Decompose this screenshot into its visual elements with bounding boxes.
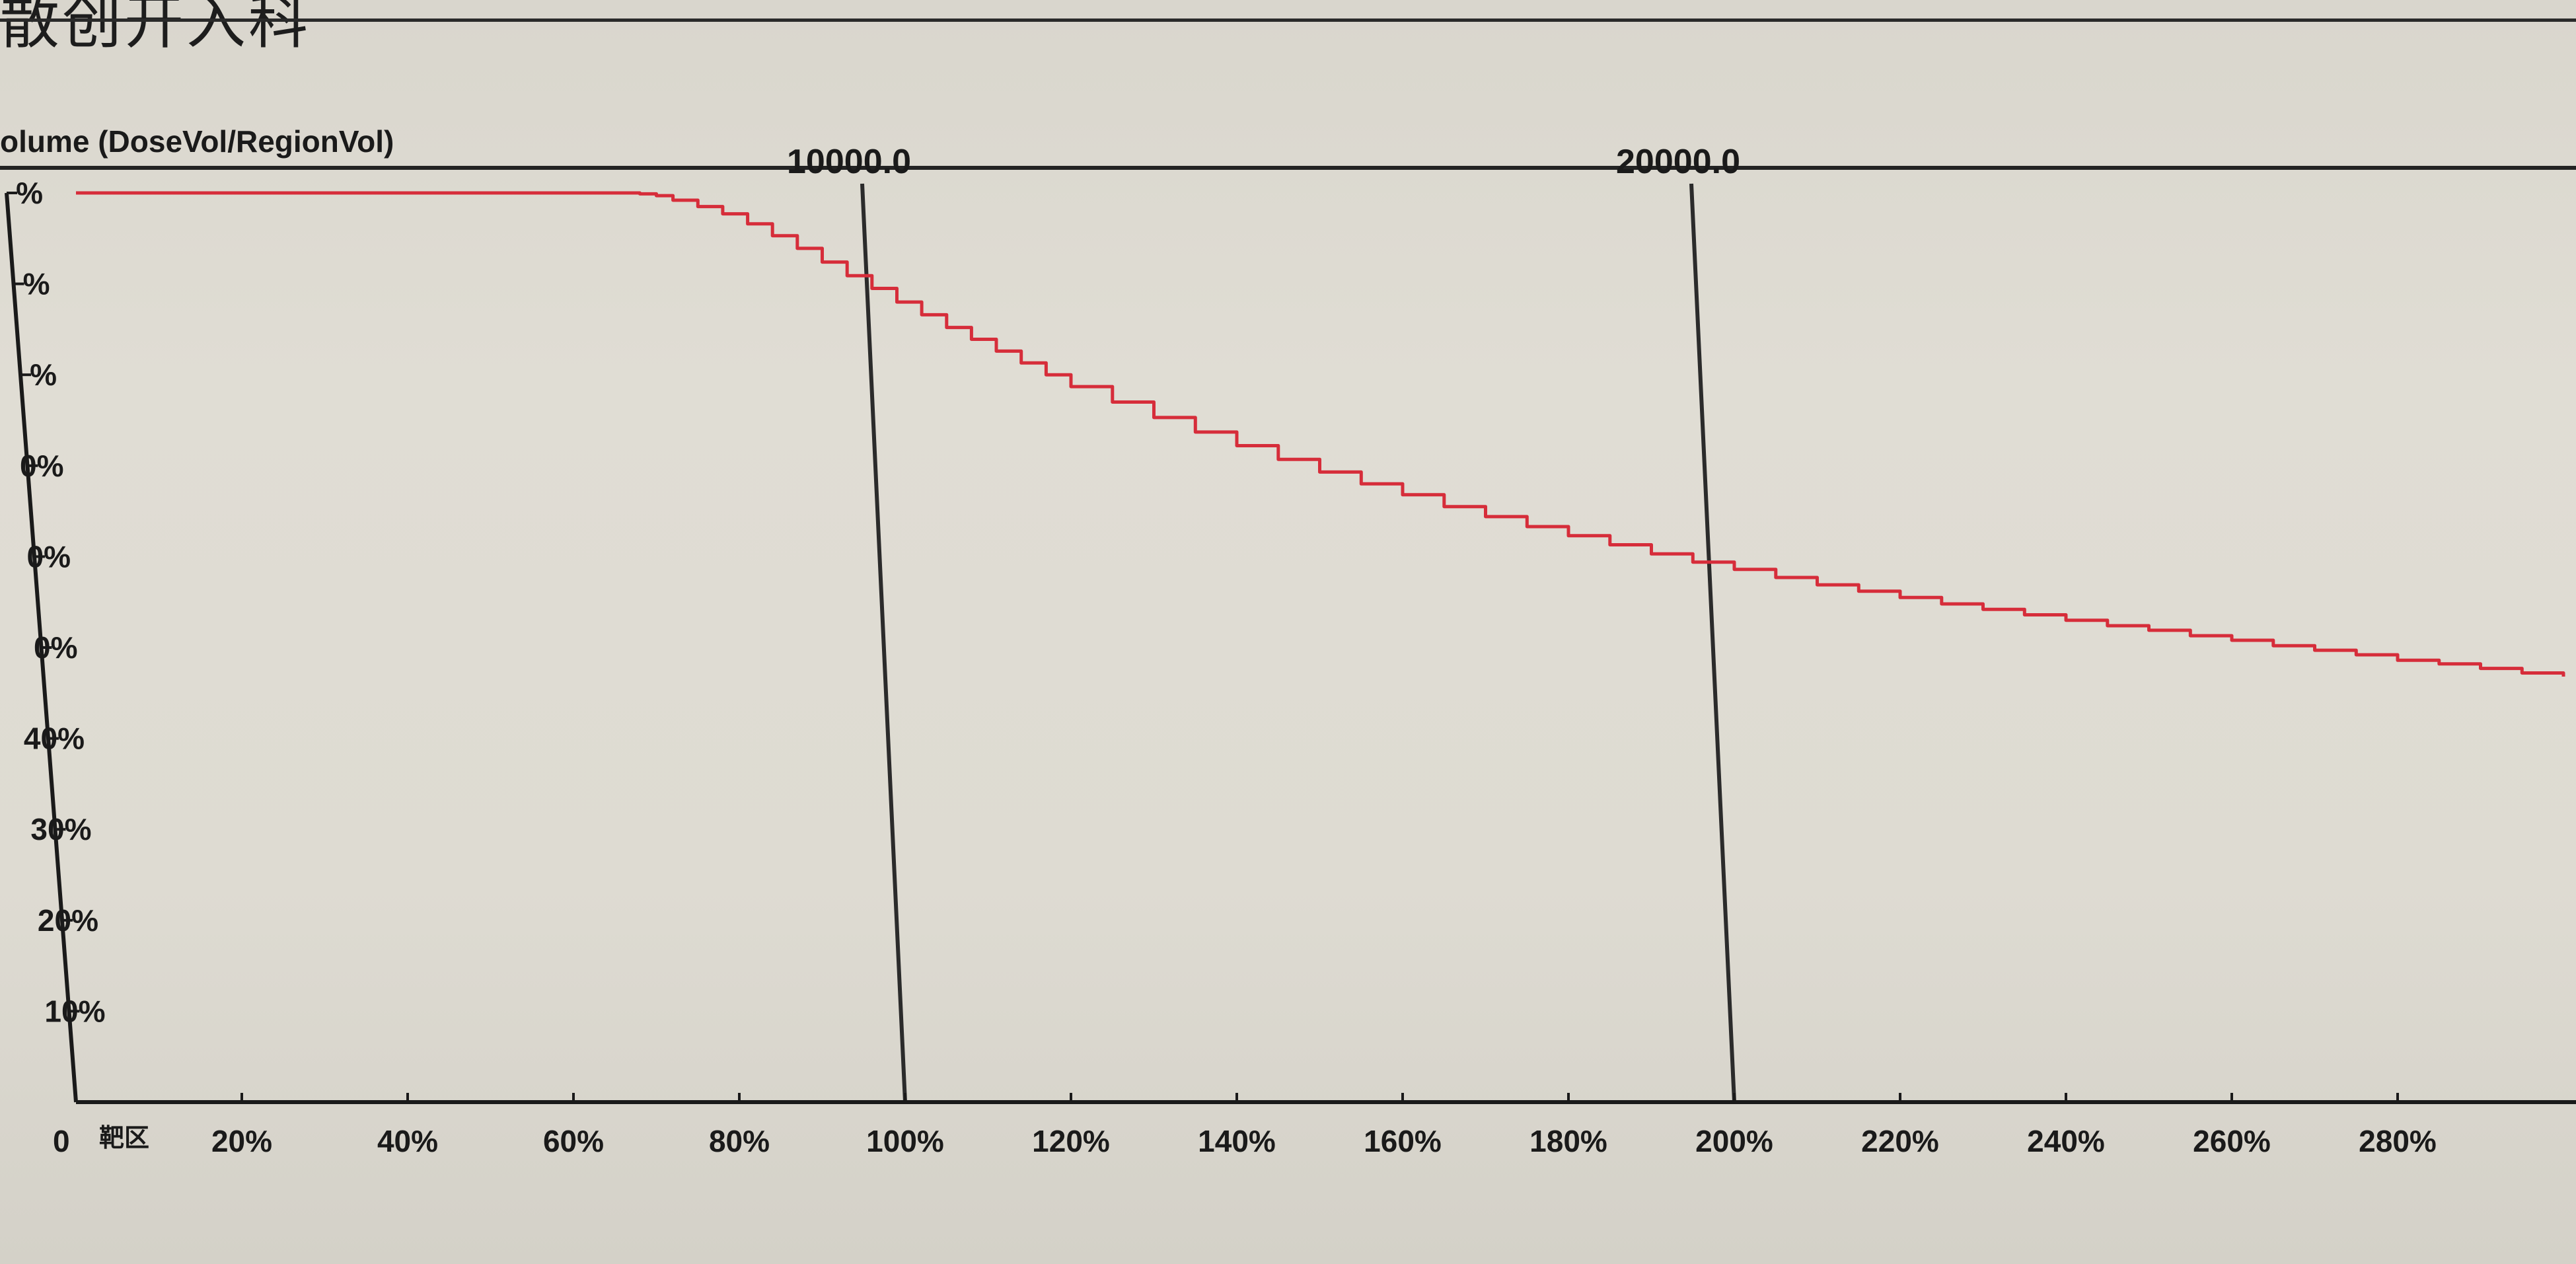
title-divider — [0, 19, 2576, 22]
y-tick-label: 30% — [30, 812, 91, 846]
y-axis-label: olume (DoseVol/RegionVol) — [0, 124, 394, 159]
y-tick-label: 20% — [38, 903, 98, 938]
x-tick-label: 220% — [1861, 1124, 1939, 1158]
x-tick-label: 160% — [1364, 1124, 1442, 1158]
window-title: 散创开入科 — [0, 0, 311, 57]
reference-line-label: 20000.0 — [1616, 143, 1740, 181]
y-tick-label: 0% — [20, 449, 63, 483]
series-layer — [76, 191, 2565, 677]
y-tick-label: 0% — [27, 539, 71, 574]
x-tick-label: 80% — [709, 1124, 770, 1158]
x-tick-label: 200% — [1695, 1124, 1773, 1158]
x-tick-label: 60% — [543, 1124, 604, 1158]
y-tick-label: % — [30, 357, 57, 392]
y-tick-label: 10% — [44, 994, 105, 1028]
origin-annotation: 靶区 — [99, 1125, 149, 1152]
reference-line — [860, 183, 907, 1103]
reference-lines: 10000.0 20000.0 — [787, 143, 1740, 1103]
x-tick-label: 100% — [866, 1124, 944, 1158]
x-tick-label: 140% — [1198, 1124, 1276, 1158]
x-tick-label: 280% — [2359, 1124, 2437, 1158]
x-tick-label: 120% — [1032, 1124, 1110, 1158]
y-tick-label: % — [16, 176, 43, 210]
y-tick-label: 0% — [34, 630, 77, 665]
y-tick-label: % — [23, 267, 50, 301]
x-tick-label: 180% — [1529, 1124, 1607, 1158]
series-line — [76, 191, 2565, 677]
y-axis: 10% 20% 30% 40% 0% 0% 0%%%% — [5, 176, 106, 1103]
x-tick-label: 20% — [211, 1124, 272, 1158]
x-tick-label: 260% — [2193, 1124, 2271, 1158]
x-tick-label: 0 — [53, 1124, 70, 1158]
reference-line — [1689, 183, 1736, 1103]
y-tick-label: 40% — [24, 722, 85, 756]
reference-line-label: 10000.0 — [787, 143, 911, 181]
x-tick-label: 40% — [377, 1124, 438, 1158]
x-tick-label: 240% — [2027, 1124, 2105, 1158]
x-axis: 0 20% 40% 60% 80% 100% 120% 140% 160% 180% 200% 220… — [53, 1093, 2576, 1158]
